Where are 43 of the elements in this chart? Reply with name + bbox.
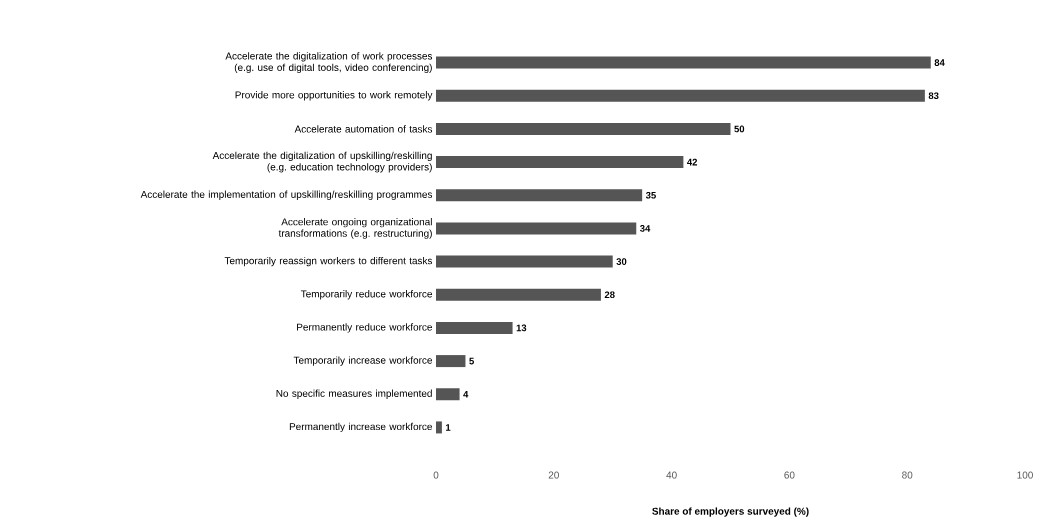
y-tick-label: Accelerate ongoing organizational transformations (e.g. restructuring)	[278, 218, 432, 239]
y-tick-label: Permanently increase workforce	[289, 422, 433, 433]
bar	[436, 122, 731, 135]
bar	[436, 288, 601, 301]
y-tick-label: Accelerate the digitalization of upskilling/reskilling (e.g. education technology providers)	[212, 151, 432, 173]
data-label: 42	[687, 158, 698, 166]
y-tick-label: Accelerate the implementation of upskilling/reskilling programmes	[140, 190, 433, 200]
y-tick-label: Temporarily reassign workers to different tasks	[224, 256, 433, 267]
y-tick-label: Temporarily reduce workforce	[300, 290, 432, 300]
data-label: 84	[934, 59, 945, 66]
x-tick-label: 80	[902, 471, 913, 479]
data-label: 30	[616, 258, 627, 265]
y-tick-label: Temporarily increase workforce	[293, 356, 432, 366]
bar	[436, 355, 466, 368]
bar	[436, 189, 643, 202]
bar	[436, 56, 931, 69]
bar	[436, 156, 684, 169]
y-tick-label: Provide more opportunities to work remotely	[235, 91, 433, 101]
x-tick-label: 40	[666, 471, 677, 479]
data-label: 5	[469, 357, 474, 365]
bar	[436, 89, 925, 102]
data-label: 34	[640, 225, 651, 232]
data-label: 50	[734, 125, 745, 133]
bar	[436, 388, 460, 401]
data-label: 28	[604, 291, 615, 299]
y-tick-label: No specific measures implemented	[276, 389, 432, 399]
x-tick-label: 20	[548, 471, 559, 479]
y-tick-label: Permanently reduce workforce	[297, 323, 433, 333]
bar	[436, 222, 637, 235]
bar	[436, 421, 442, 434]
data-label: 1	[446, 424, 451, 431]
data-label: 4	[463, 391, 469, 398]
x-tick-label: 0	[433, 471, 439, 479]
x-axis-title: Share of employers surveyed (%)	[652, 507, 809, 517]
bar	[436, 321, 513, 334]
y-tick-label: Accelerate the digitalization of work processes (e.g. use of digital tools, video conferencing)	[225, 52, 433, 73]
y-tick-label: Accelerate automation of tasks	[294, 125, 433, 133]
data-label: 35	[645, 191, 656, 199]
data-label: 83	[928, 92, 939, 100]
x-tick-label: 100	[1017, 471, 1033, 479]
data-label: 13	[516, 324, 527, 332]
bar	[436, 255, 613, 268]
x-tick-label: 60	[784, 471, 795, 479]
